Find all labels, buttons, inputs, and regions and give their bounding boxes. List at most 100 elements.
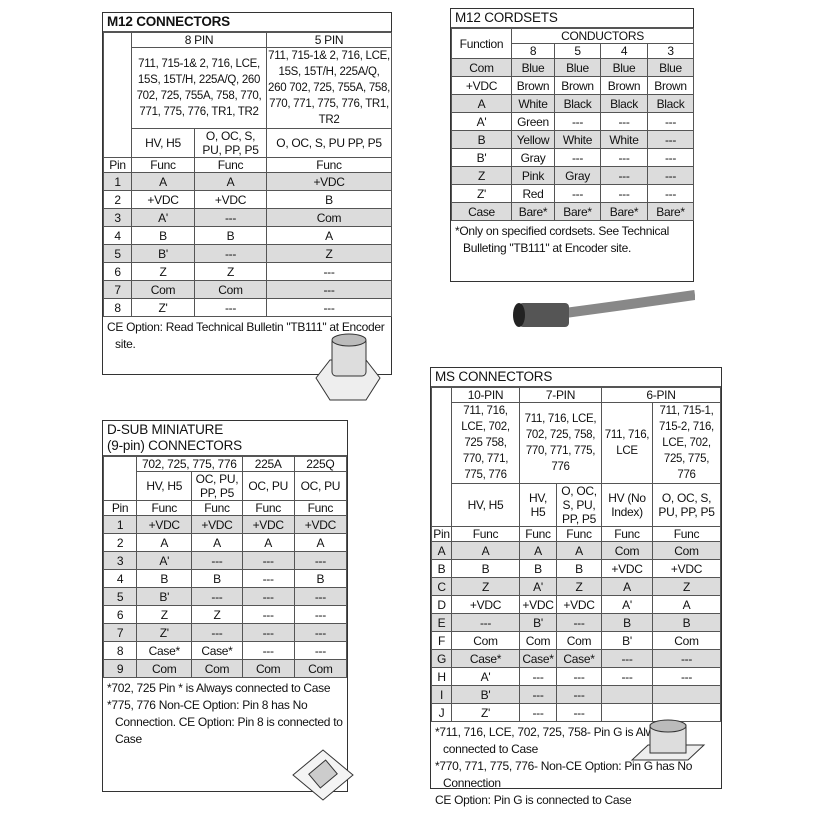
box-title: D-SUB MINIATURE (9-pin) CONNECTORS [103, 421, 347, 456]
cell [601, 685, 653, 704]
cell: B' [136, 587, 193, 606]
header-cell: Func [131, 157, 195, 173]
data-row: 6 Z Z --- --- [102, 605, 348, 624]
cell: +VDC [241, 515, 295, 534]
cell: --- [554, 112, 601, 131]
cell: --- [266, 298, 393, 317]
cell: Com [241, 659, 295, 678]
m12-cordsets-box: M12 CORDSETS Function CONDUCTORS 8 5 4 3 Com Blu… [450, 8, 695, 282]
cable [564, 290, 695, 318]
header-row: Function CONDUCTORS [451, 28, 695, 59]
header-cell: HV, H5 [519, 483, 557, 527]
header-cell: 7-PIN [519, 387, 602, 403]
cell: A' [131, 208, 195, 227]
data-row: 2 +VDC +VDC B [103, 190, 393, 209]
data-row: 6 Z Z --- [103, 262, 393, 281]
header-cell: 8 [511, 43, 555, 59]
header-cell: 225A [241, 456, 295, 472]
cell: --- [266, 262, 393, 281]
cell: White [600, 130, 648, 149]
cell: --- [241, 569, 295, 588]
row-label: Case [451, 202, 512, 221]
note-line: *711, 716, LCE, 702, 725, 758- Pin G is … [435, 725, 672, 756]
row-label: J [431, 703, 452, 722]
cell: Z [451, 577, 520, 596]
data-row: B B B B +VDC +VDC [431, 559, 721, 578]
cell: --- [646, 130, 695, 149]
box-title: MS CONNECTORS [431, 368, 721, 387]
header-cell: 711, 715-1& 2, 716, LCE, 15S, 15T/H, 225… [130, 47, 268, 129]
header-cell: 10-PIN [451, 387, 520, 403]
cell: Com [293, 659, 348, 678]
cell: Blue [646, 58, 695, 77]
dsub-connectors-box: D-SUB MINIATURE (9-pin) CONNECTORS 702, 72… [102, 420, 348, 792]
cell: B [652, 613, 721, 632]
row-label: 4 [103, 226, 132, 245]
cell: A [293, 533, 348, 552]
cell: Bare* [511, 202, 555, 221]
data-row: Case Bare* Bare* Bare* Bare* [451, 202, 695, 221]
cell: Brown [554, 76, 601, 95]
header-row: HV, H5 OC, PU, PP, P5 OC, PU OC, PU [104, 471, 348, 501]
cell: Com [652, 541, 721, 560]
dsub-image [292, 749, 354, 801]
cell: +VDC [293, 515, 348, 534]
cell: --- [266, 280, 393, 299]
header-cell: 711, 715-1, 715-2, 716, LCE, 702, 725, 7… [652, 402, 721, 484]
table: 10-PIN 7-PIN 6-PIN 711, 716, LCE, 702, 725 … [431, 387, 721, 722]
box-title: M12 CORDSETS [451, 9, 693, 28]
header-cell: 711, 716, LCE, 702, 725 758, 770, 771, 7… [451, 402, 520, 484]
cell: --- [646, 148, 695, 167]
data-row: 9 Com Com Com Com [102, 659, 348, 678]
data-row: 5 B' --- Z [103, 244, 393, 263]
row-label: C [431, 577, 452, 596]
cell: --- [556, 703, 602, 722]
cell: Com [193, 280, 268, 299]
plug [519, 303, 569, 327]
header-cell: HV, H5 [131, 128, 195, 158]
cell: --- [601, 649, 653, 668]
cell: White [554, 130, 601, 149]
cell: B [266, 190, 393, 209]
header-cell: Func [266, 157, 393, 173]
cell: +VDC [136, 515, 193, 534]
cell: B' [451, 685, 520, 704]
data-row: C Z A' Z A Z [431, 577, 721, 596]
box-title: M12 CONNECTORS [103, 13, 391, 32]
m12-connector-image [315, 333, 381, 401]
row-label: 1 [103, 172, 132, 191]
data-row: B' Gray --- --- --- [451, 148, 695, 167]
cell: Com [519, 631, 557, 650]
cell: --- [193, 298, 268, 317]
cell: --- [191, 551, 243, 570]
row-label: D [431, 595, 452, 614]
cell: A [136, 533, 193, 552]
cell: Z' [136, 623, 193, 642]
cell: +VDC [601, 559, 653, 578]
cell: Case* [191, 641, 243, 660]
header-cell: 5 [554, 43, 601, 59]
cell: --- [519, 667, 557, 686]
header-cell: 711, 716, LCE, 702, 725, 758, 770, 771, … [519, 402, 602, 484]
data-row: G Case* Case* Case* --- --- [431, 649, 721, 668]
m12-connectors-box: M12 CONNECTORS 8 PIN 5 PIN 711, 715-1& 2, 7… [102, 12, 393, 375]
cell: B' [131, 244, 195, 263]
cell: Case* [451, 649, 520, 668]
cell: --- [646, 112, 695, 131]
header-row: Pin Func Func Func [103, 157, 393, 173]
cell: --- [293, 551, 348, 570]
data-row: 8 Case* Case* --- --- [102, 641, 348, 660]
row-label: A' [451, 112, 512, 131]
header-cell: 702, 725, 775, 776 [136, 456, 243, 472]
data-row: 4 B B --- B [102, 569, 348, 588]
header-cell: Func [601, 526, 653, 542]
cell: Com [601, 541, 653, 560]
cell: Z [556, 577, 602, 596]
cell: Case* [136, 641, 193, 660]
cell: Z' [131, 298, 195, 317]
data-row: 5 B' --- --- --- [102, 587, 348, 606]
note-line: CE Option: Pin G is connected to Case [435, 793, 632, 807]
cell: --- [601, 667, 653, 686]
header-cell: 8 PIN [130, 32, 268, 48]
